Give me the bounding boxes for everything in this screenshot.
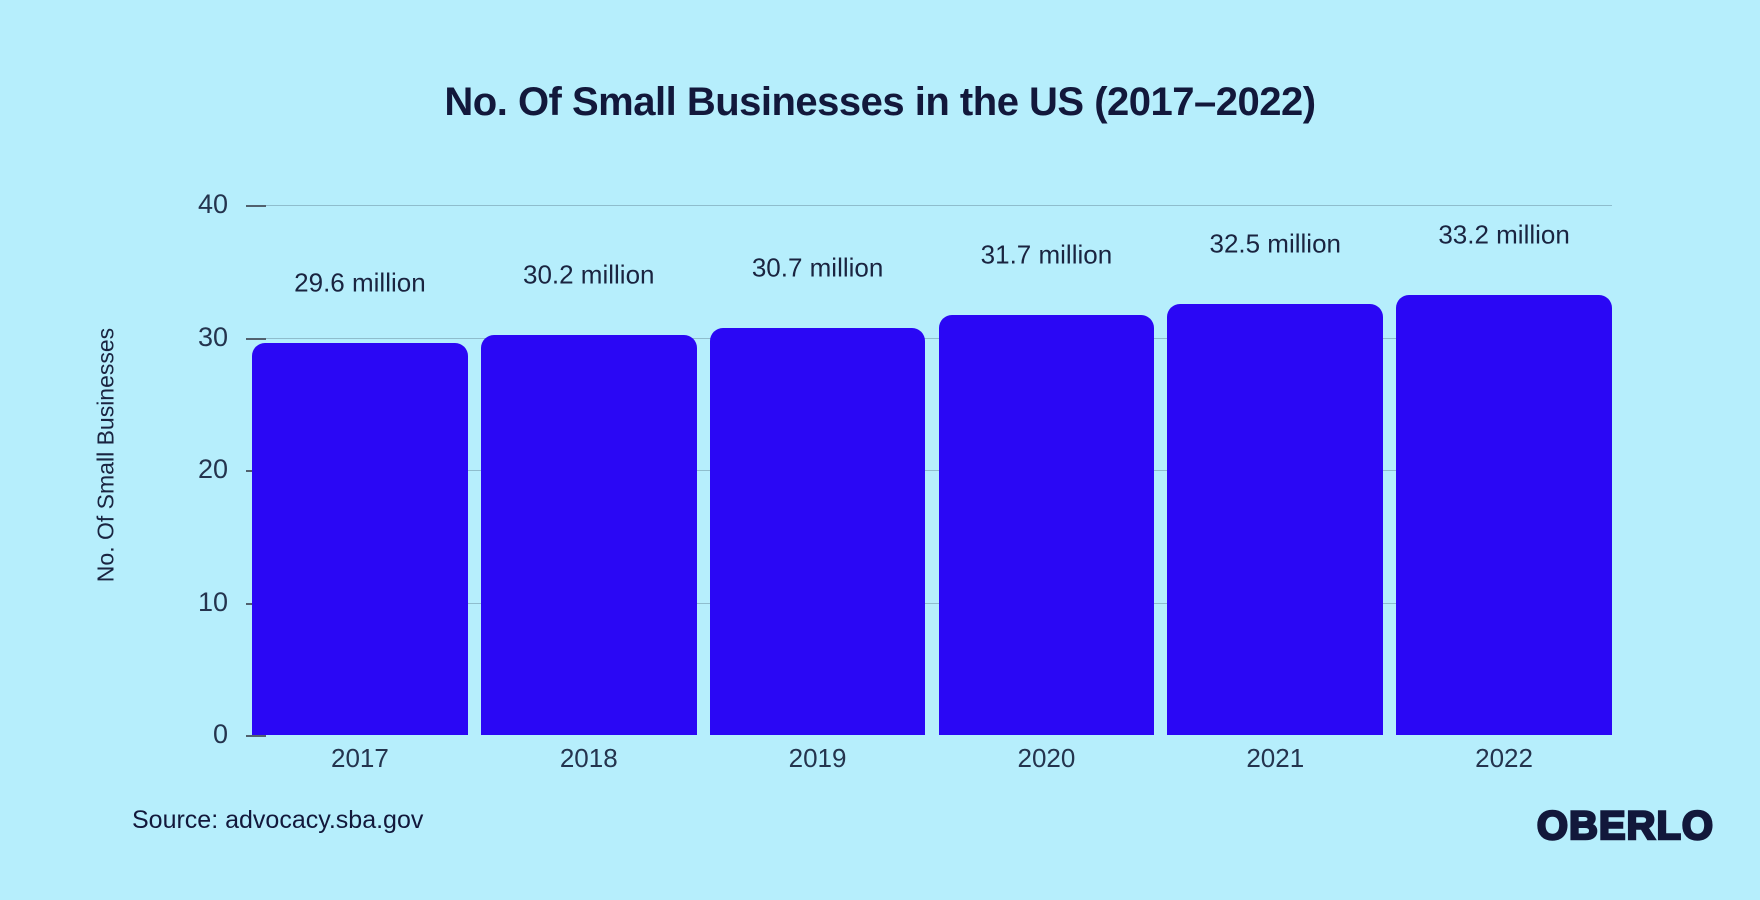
y-tick-label-20: 20 [197, 453, 228, 484]
source-attribution: Source: advocacy.sba.gov [132, 806, 424, 834]
x-tick-label-2017: 2017 [330, 743, 389, 773]
bar-2018 [480, 334, 697, 735]
gridline-30 [252, 337, 1612, 339]
x-tick-label-2018: 2018 [559, 743, 618, 773]
y-tick-label-30: 30 [197, 321, 228, 352]
bar-value-label-2022: 33.2 million [1438, 219, 1570, 250]
y-tick-mark-40 [246, 205, 266, 207]
bar-value-label-2017: 29.6 million [294, 267, 426, 298]
bar-value-label-2021: 32.5 million [1209, 228, 1341, 259]
bar-chart-plot-area: 0 10 20 30 40 29.6 million 2017 30.2 million 201… [198, 189, 1612, 773]
x-tick-label-2019: 2019 [788, 743, 847, 773]
bar-value-label-2018: 30.2 million [522, 259, 655, 290]
oberlo-logo: OBERLO [1536, 803, 1715, 850]
y-tick-label-10: 10 [197, 586, 228, 617]
bar-value-label-2019: 30.7 million [751, 252, 884, 283]
x-tick-label-2022: 2022 [1475, 743, 1533, 773]
y-axis-title: No. Of Small Businesses [92, 327, 119, 583]
x-tick-label-2020: 2020 [1017, 743, 1076, 773]
y-tick-label-0: 0 [212, 718, 228, 749]
bar-2021 [1167, 304, 1384, 735]
bar-2020 [938, 314, 1155, 735]
gridline-10 [252, 602, 1612, 604]
x-tick-label-2021: 2021 [1246, 743, 1305, 773]
bar-2017 [252, 342, 468, 735]
bar-2019 [709, 328, 926, 735]
y-tick-mark-30 [246, 337, 266, 340]
chart-title: No. Of Small Businesses in the US (2017–… [444, 80, 1316, 124]
y-tick-mark-0 [246, 735, 266, 737]
bar-2022 [1396, 295, 1612, 735]
bar-value-label-2020: 31.7 million [980, 239, 1113, 270]
gridline-20 [252, 470, 1612, 471]
gridline-40 [252, 205, 1612, 206]
y-tick-label-40: 40 [197, 188, 228, 219]
